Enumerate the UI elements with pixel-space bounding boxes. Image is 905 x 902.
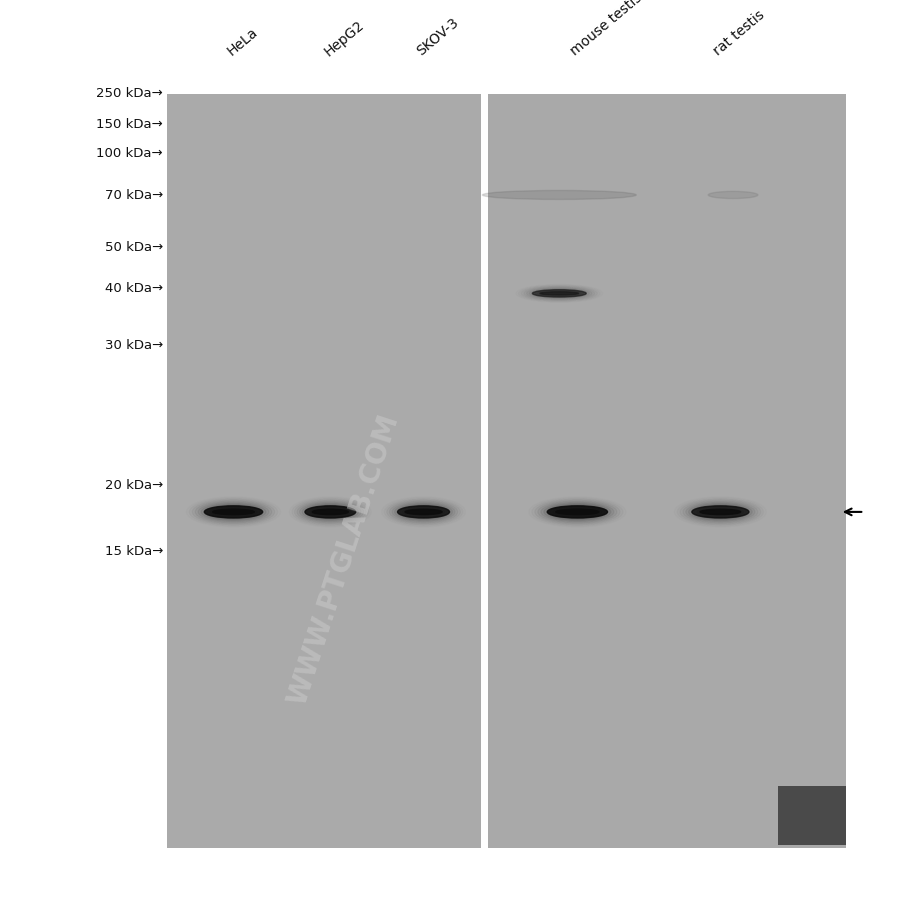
Bar: [778, 787, 846, 845]
Ellipse shape: [205, 506, 262, 519]
Bar: [167, 95, 481, 848]
Ellipse shape: [213, 510, 254, 515]
Ellipse shape: [207, 506, 260, 519]
Text: HepG2: HepG2: [321, 17, 367, 59]
Text: 15 kDa→: 15 kDa→: [104, 545, 163, 557]
Ellipse shape: [312, 510, 348, 515]
Ellipse shape: [300, 502, 361, 522]
Ellipse shape: [305, 504, 356, 520]
Text: 70 kDa→: 70 kDa→: [105, 189, 163, 202]
Ellipse shape: [694, 506, 747, 519]
Ellipse shape: [310, 507, 351, 518]
Text: SKOV-3: SKOV-3: [414, 16, 462, 59]
Ellipse shape: [553, 507, 602, 518]
Text: 150 kDa→: 150 kDa→: [96, 118, 163, 131]
Bar: [488, 95, 846, 848]
Ellipse shape: [305, 506, 356, 519]
Ellipse shape: [689, 503, 752, 521]
Ellipse shape: [535, 290, 584, 298]
Ellipse shape: [550, 506, 605, 519]
Ellipse shape: [691, 506, 749, 519]
Ellipse shape: [397, 506, 450, 519]
Ellipse shape: [529, 289, 589, 299]
Ellipse shape: [397, 504, 450, 520]
Text: mouse testis: mouse testis: [568, 0, 645, 59]
Ellipse shape: [700, 510, 740, 515]
Ellipse shape: [392, 502, 455, 522]
Text: 40 kDa→: 40 kDa→: [105, 281, 163, 294]
Ellipse shape: [548, 506, 607, 519]
Ellipse shape: [691, 504, 749, 520]
Ellipse shape: [556, 510, 599, 515]
Ellipse shape: [307, 506, 354, 519]
Ellipse shape: [198, 502, 269, 522]
Ellipse shape: [210, 507, 257, 518]
Ellipse shape: [405, 510, 443, 515]
Ellipse shape: [204, 504, 263, 520]
Ellipse shape: [538, 290, 581, 298]
Text: 30 kDa→: 30 kDa→: [105, 339, 163, 352]
Ellipse shape: [547, 504, 608, 520]
Ellipse shape: [395, 503, 452, 521]
Text: rat testis: rat testis: [711, 8, 767, 59]
Ellipse shape: [544, 503, 611, 521]
Text: 20 kDa→: 20 kDa→: [105, 479, 163, 492]
Text: WWW.PTGLAB.COM: WWW.PTGLAB.COM: [283, 410, 405, 708]
Ellipse shape: [400, 506, 447, 519]
Ellipse shape: [709, 192, 758, 199]
Ellipse shape: [482, 191, 636, 200]
Ellipse shape: [201, 503, 266, 521]
Text: 250 kDa→: 250 kDa→: [96, 87, 163, 99]
Ellipse shape: [697, 507, 744, 518]
Ellipse shape: [302, 503, 358, 521]
Ellipse shape: [540, 292, 578, 296]
Ellipse shape: [403, 507, 444, 518]
Text: 100 kDa→: 100 kDa→: [96, 147, 163, 160]
Ellipse shape: [686, 502, 755, 522]
Text: 50 kDa→: 50 kDa→: [105, 241, 163, 253]
Ellipse shape: [532, 290, 586, 298]
Ellipse shape: [541, 502, 614, 522]
Text: HeLa: HeLa: [224, 25, 261, 59]
Ellipse shape: [532, 290, 586, 299]
